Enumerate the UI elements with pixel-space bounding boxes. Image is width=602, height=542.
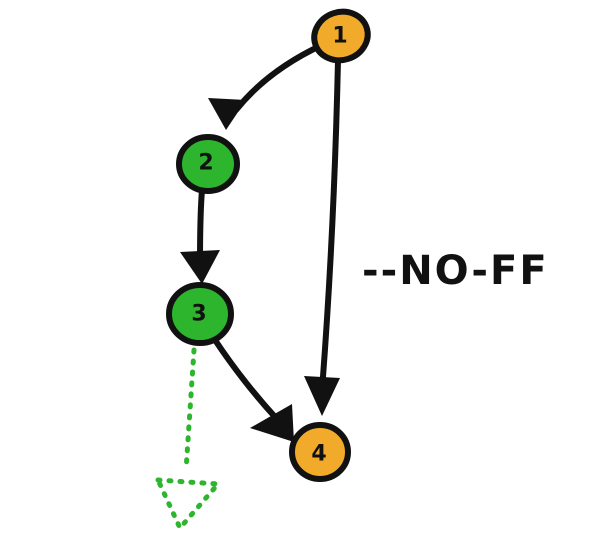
edge-2-to-3 <box>180 187 220 284</box>
commit-node-2: 2 <box>176 134 240 194</box>
arrowhead-1-to-4 <box>304 376 340 416</box>
commit-node-3: 3 <box>166 282 234 346</box>
dotted-arrowhead-icon <box>155 477 221 531</box>
commit-node-3-label: 3 <box>191 302 206 327</box>
arrowhead-2-to-3 <box>180 250 220 284</box>
commit-node-1-label: 1 <box>332 24 347 49</box>
commit-node-4: 4 <box>289 422 351 482</box>
edge-3-to-4 <box>212 337 294 442</box>
edge-1-to-2 <box>208 42 325 130</box>
commit-node-1: 1 <box>311 8 371 64</box>
edge-3-dotted-continuation <box>155 347 221 531</box>
arrowhead-1-to-2 <box>208 98 246 130</box>
commit-node-2-label: 2 <box>198 151 213 176</box>
commit-node-4-label: 4 <box>311 442 326 467</box>
arrowhead-3-to-4 <box>250 404 294 442</box>
edge-1-to-4 <box>304 57 341 416</box>
no-ff-annotation: --NO-FF <box>362 248 549 294</box>
